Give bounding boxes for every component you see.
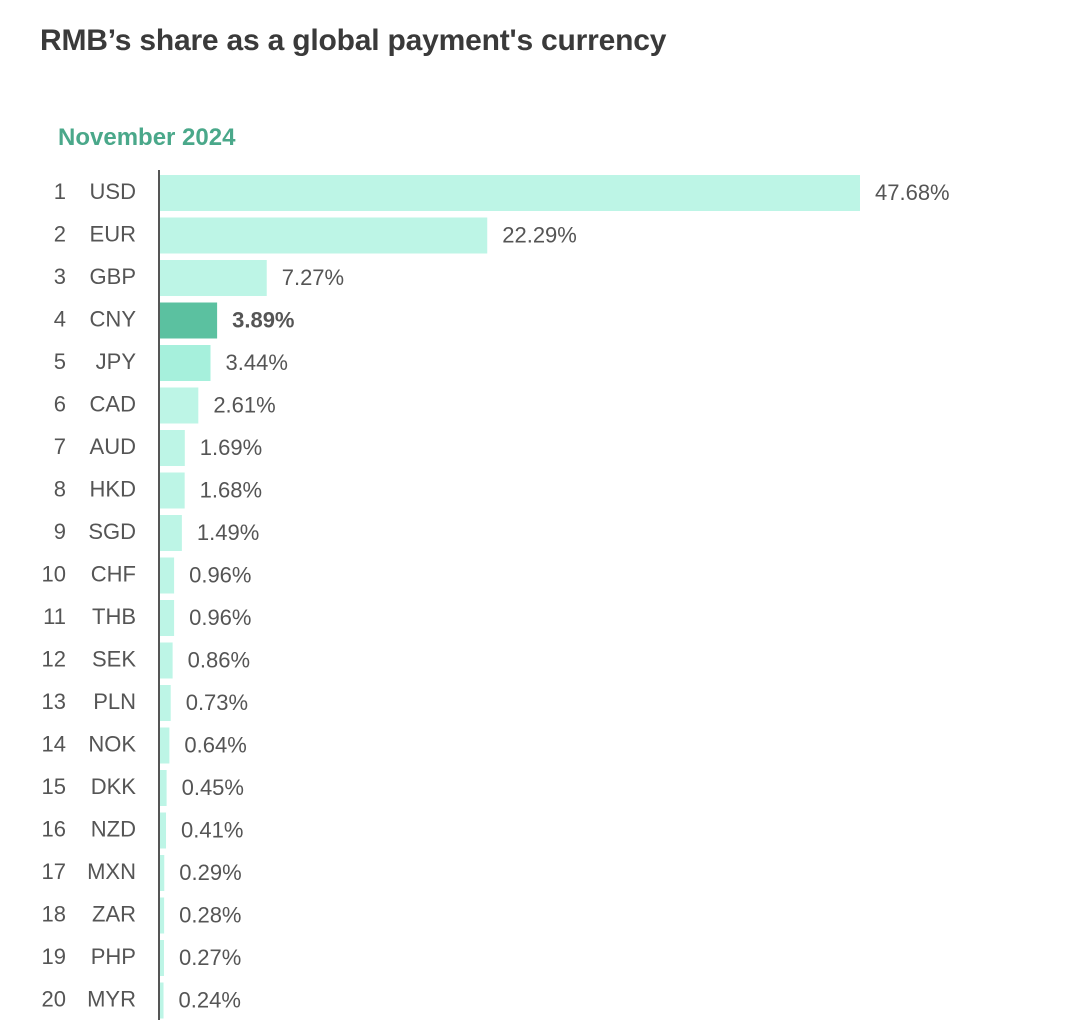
rank-label: 1 [54, 179, 66, 204]
category-label: JPY [96, 349, 137, 374]
bar-mxn [160, 855, 165, 891]
category-label: CNY [90, 306, 137, 331]
rank-label: 9 [54, 519, 66, 544]
rank-label: 3 [54, 264, 66, 289]
bar-myr [160, 982, 164, 1019]
value-label: 0.96% [189, 562, 251, 587]
value-label: 2.61% [213, 392, 275, 417]
value-label: 3.89% [232, 307, 294, 332]
value-label: 7.27% [282, 265, 344, 290]
category-label: CAD [90, 391, 136, 416]
rank-label: 20 [42, 986, 66, 1011]
bar-dkk [160, 770, 167, 806]
category-label: DKK [91, 774, 137, 799]
value-label: 22.29% [502, 222, 577, 247]
bar-gbp [160, 260, 267, 296]
bar-nok [160, 727, 170, 764]
rank-label: 10 [42, 561, 66, 586]
bar-thb [160, 600, 175, 636]
bar-aud [160, 430, 185, 466]
category-label: CHF [91, 561, 136, 586]
rank-label: 7 [54, 434, 66, 459]
bar-nzd [160, 812, 167, 849]
value-label: 0.64% [184, 732, 246, 757]
bar-cad [160, 387, 199, 424]
bar-pln [160, 685, 171, 721]
rank-label: 4 [54, 306, 66, 331]
category-label: GBP [90, 264, 136, 289]
chart-subtitle: November 2024 [58, 124, 236, 151]
rank-label: 5 [54, 349, 66, 374]
rank-label: 18 [42, 901, 66, 926]
rank-label: 14 [42, 731, 66, 756]
rank-label: 12 [42, 646, 66, 671]
category-label: MYR [87, 986, 136, 1011]
value-label: 47.68% [875, 180, 950, 205]
category-label: NOK [88, 731, 136, 756]
rank-label: 6 [54, 391, 66, 416]
bar-chf [160, 557, 175, 594]
value-label: 0.29% [179, 860, 241, 885]
value-label: 0.86% [188, 647, 250, 672]
category-label: PLN [93, 689, 136, 714]
value-label: 0.96% [189, 605, 251, 630]
value-label: 0.41% [181, 817, 243, 842]
value-label: 1.69% [200, 435, 262, 460]
bar-hkd [160, 472, 185, 509]
category-label: NZD [91, 816, 136, 841]
chart-title: RMB’s share as a global payment's curren… [40, 24, 667, 57]
rank-label: 15 [42, 774, 66, 799]
rank-label: 11 [43, 604, 66, 629]
category-label: PHP [91, 944, 136, 969]
bar-php [160, 940, 164, 976]
rank-label: 2 [54, 221, 66, 246]
category-label: SEK [92, 646, 136, 671]
value-label: 0.28% [179, 902, 241, 927]
rank-label: 19 [42, 944, 66, 969]
category-label: EUR [90, 221, 136, 246]
value-label: 0.27% [179, 945, 241, 970]
rank-label: 17 [42, 859, 66, 884]
value-label: 0.45% [182, 775, 244, 800]
category-label: HKD [90, 476, 136, 501]
bar-eur [160, 217, 488, 254]
value-label: 1.68% [200, 477, 262, 502]
bar-sek [160, 642, 173, 679]
bar-cny [160, 302, 218, 339]
category-label: SGD [88, 519, 136, 544]
value-label: 1.49% [197, 520, 259, 545]
bar-usd [160, 175, 860, 211]
rank-label: 16 [42, 816, 66, 841]
rank-label: 13 [42, 689, 66, 714]
category-label: USD [90, 179, 136, 204]
value-label: 0.24% [179, 987, 241, 1012]
bar-jpy [160, 345, 211, 381]
category-label: AUD [90, 434, 136, 459]
rank-label: 8 [54, 476, 66, 501]
category-label: THB [92, 604, 136, 629]
bar-sgd [160, 515, 182, 551]
bar-zar [160, 897, 165, 934]
category-label: ZAR [92, 901, 136, 926]
value-label: 0.73% [186, 690, 248, 715]
category-label: MXN [87, 859, 136, 884]
value-label: 3.44% [226, 350, 288, 375]
